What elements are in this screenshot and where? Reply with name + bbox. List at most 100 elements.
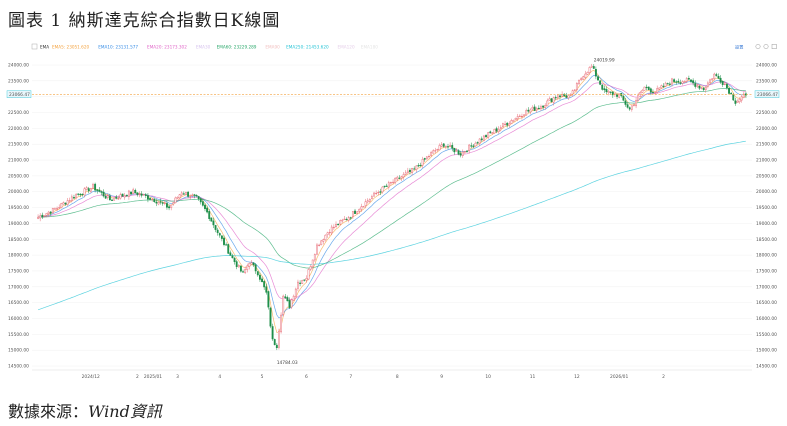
- candle: [62, 201, 65, 205]
- candle: [358, 208, 361, 214]
- candle: [673, 78, 676, 84]
- candle: [343, 216, 346, 220]
- x-tick-label: 3: [176, 374, 179, 380]
- ema-line-ema10: [38, 75, 746, 319]
- candle: [332, 224, 335, 231]
- y-tick-label-right: 19000.00: [756, 221, 777, 227]
- candle: [413, 166, 416, 170]
- candle: [79, 193, 82, 198]
- legend-item-ema60[interactable]: EMA60: 23229.289: [217, 44, 257, 49]
- legend-item-ema90[interactable]: EMA90: [265, 44, 280, 49]
- candle: [235, 259, 238, 270]
- candle: [630, 105, 633, 112]
- candle: [550, 97, 553, 103]
- candle: [113, 196, 116, 201]
- candle: [569, 93, 572, 96]
- legend-item-ema20[interactable]: EMA20: 23173.302: [147, 44, 187, 49]
- x-tick-label: 2: [136, 374, 139, 380]
- ema-lines: [37, 69, 746, 333]
- candle: [56, 206, 59, 212]
- candle: [252, 262, 255, 267]
- candle: [485, 134, 487, 138]
- ema-line-ema250: [37, 140, 746, 311]
- candle: [611, 91, 614, 98]
- candle: [305, 275, 308, 283]
- candle: [233, 256, 236, 265]
- candle: [303, 279, 306, 282]
- x-tick-label: 2: [662, 374, 665, 380]
- candle: [635, 97, 637, 109]
- expand-icon[interactable]: [771, 44, 777, 49]
- candle: [717, 73, 720, 80]
- legend-item-ema5[interactable]: EMA5: 23051.620: [52, 44, 90, 49]
- candle: [455, 147, 458, 152]
- x-tick-label: 2025/01: [144, 374, 162, 380]
- candle: [396, 175, 399, 182]
- candle: [290, 298, 293, 310]
- candle: [43, 215, 46, 218]
- candle: [442, 143, 445, 148]
- candle: [119, 192, 122, 200]
- current-price-line: 23066.47 23066.47: [6, 90, 780, 98]
- current-price-tag-left: [6, 90, 32, 98]
- candle: [489, 130, 492, 134]
- candle: [364, 198, 367, 209]
- candle: [250, 260, 253, 265]
- candle: [149, 197, 151, 201]
- candle: [573, 89, 576, 92]
- candle: [47, 210, 50, 217]
- legend-item-ema30[interactable]: EMA30: [196, 44, 211, 49]
- candle: [421, 156, 424, 169]
- candle: [140, 191, 143, 198]
- candle: [320, 240, 323, 246]
- candle: [64, 202, 67, 206]
- candle: [256, 270, 259, 277]
- legend-item-ema120[interactable]: EMA120: [338, 44, 355, 49]
- candle: [556, 93, 559, 101]
- candle: [242, 269, 244, 273]
- candle: [87, 186, 90, 194]
- candle: [480, 136, 483, 142]
- candle: [307, 268, 310, 281]
- y-tick-label-right: 17500.00: [756, 268, 777, 274]
- y-tick-label-left: 17000.00: [8, 284, 29, 290]
- y-tick-label-left: 15000.00: [8, 348, 29, 354]
- candle: [725, 82, 728, 90]
- candle: [586, 71, 589, 76]
- legend-item-ema10[interactable]: EMA10: 23131.577: [98, 44, 138, 49]
- candle: [134, 188, 137, 194]
- candle: [668, 81, 671, 87]
- annotations: 24019.99 14784.03: [277, 57, 615, 366]
- candle: [136, 192, 139, 197]
- candlestick-chart: EMA EMA5: 23051.620 EMA10: 23131.577 EMA20…: [0, 34, 787, 394]
- candle: [525, 108, 528, 116]
- toolbar-settings-label[interactable]: 設置: [735, 43, 743, 50]
- candle: [341, 218, 344, 223]
- candle: [187, 190, 190, 199]
- ema-line-ema60: [38, 88, 746, 269]
- legend-item-ema180[interactable]: EMA180: [361, 44, 378, 49]
- candle: [685, 77, 688, 84]
- refresh-icon[interactable]: [763, 44, 769, 49]
- candle: [269, 306, 272, 329]
- candle: [696, 84, 699, 89]
- candle: [102, 189, 105, 198]
- candle: [294, 287, 297, 298]
- candle: [506, 121, 509, 128]
- candle: [730, 91, 733, 95]
- candle: [394, 177, 397, 185]
- candle: [299, 280, 302, 287]
- candle: [311, 259, 314, 270]
- settings-icon[interactable]: [31, 43, 38, 50]
- legend-item-ema250[interactable]: EMA250: 21453.620: [286, 44, 329, 49]
- undo-icon[interactable]: [755, 44, 761, 49]
- candle: [537, 105, 540, 110]
- candle: [514, 117, 517, 121]
- candle: [157, 201, 160, 206]
- candle: [54, 207, 56, 210]
- candle: [742, 91, 745, 99]
- candle: [37, 214, 39, 220]
- candle: [379, 188, 382, 196]
- y-tick-label-right: 22000.00: [756, 126, 777, 132]
- y-tick-label-left: 16000.00: [8, 316, 29, 322]
